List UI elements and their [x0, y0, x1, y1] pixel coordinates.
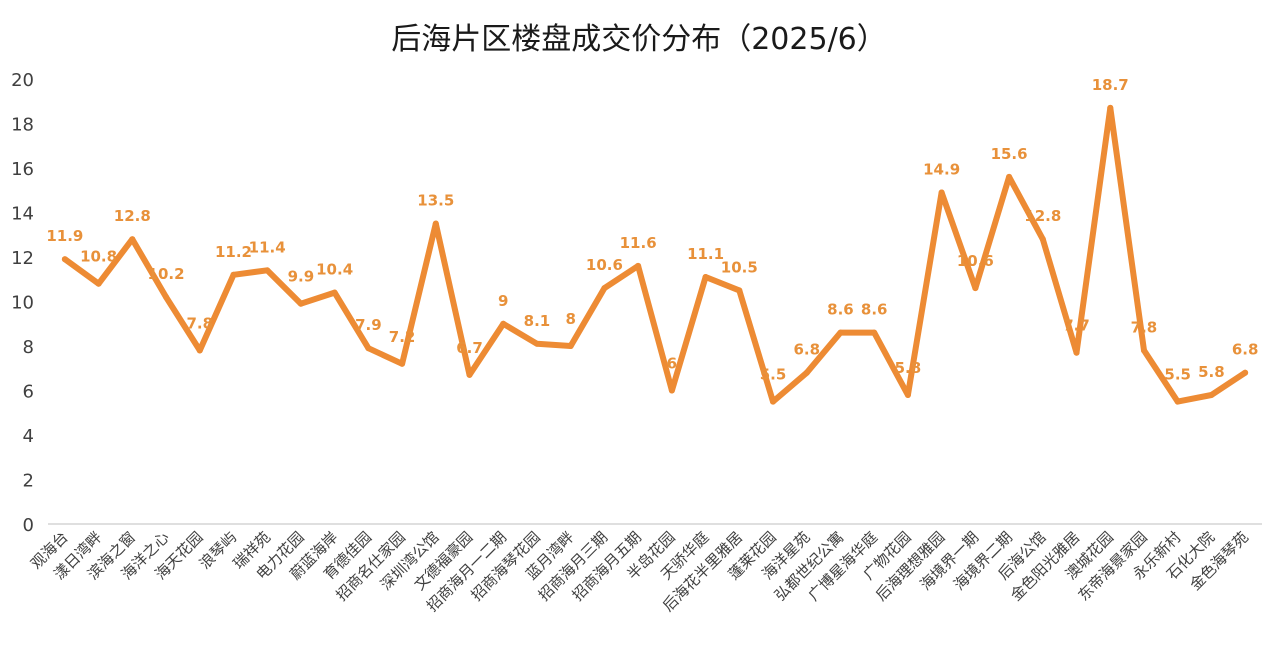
data-point: [466, 371, 473, 378]
data-label: 13.5: [417, 192, 454, 210]
data-label: 10.5: [721, 258, 758, 276]
data-point: [1174, 398, 1181, 405]
data-label: 7.9: [355, 316, 382, 334]
data-point: [736, 287, 743, 294]
data-point: [1140, 347, 1147, 354]
data-label: 8.6: [827, 301, 854, 319]
data-point: [1242, 369, 1249, 376]
data-point: [837, 329, 844, 336]
data-label: 11.4: [249, 238, 286, 256]
data-label: 7.8: [186, 314, 213, 332]
data-point: [196, 347, 203, 354]
y-tick-label: 2: [23, 471, 34, 492]
data-point: [399, 360, 406, 367]
data-label: 15.6: [991, 145, 1028, 163]
data-label: 7.8: [1131, 318, 1158, 336]
data-point: [500, 320, 507, 327]
data-point: [297, 300, 304, 307]
data-label: 6.8: [793, 341, 820, 359]
data-label: 18.7: [1092, 76, 1129, 94]
data-point: [567, 343, 574, 349]
data-point: [365, 345, 372, 352]
data-label: 9: [498, 292, 508, 310]
data-label: 10.8: [80, 248, 117, 266]
data-point: [668, 387, 675, 394]
data-point: [1073, 349, 1080, 356]
data-label: 8: [565, 310, 575, 328]
data-point: [702, 274, 709, 281]
data-point: [533, 340, 540, 347]
data-label: 10.6: [957, 252, 994, 270]
data-point: [1208, 391, 1215, 398]
data-point: [230, 271, 237, 278]
data-point: [331, 289, 338, 296]
y-tick-label: 4: [23, 426, 34, 447]
chart-title: 后海片区楼盘成交价分布（2025/6）: [391, 22, 887, 57]
data-point: [601, 285, 608, 292]
data-point: [1006, 173, 1013, 180]
data-label: 7.7: [1063, 317, 1090, 335]
data-label: 11.2: [215, 243, 252, 261]
data-point: [871, 329, 878, 336]
data-label: 11.1: [687, 245, 724, 263]
data-label: 9.9: [288, 268, 315, 286]
y-tick-label: 14: [11, 204, 34, 225]
data-label: 7.2: [389, 328, 416, 346]
data-label: 10.4: [316, 261, 353, 279]
data-point: [904, 391, 911, 398]
data-label: 11.9: [46, 227, 83, 245]
data-label: 12.8: [114, 207, 151, 225]
y-tick-label: 16: [11, 159, 34, 180]
data-point: [803, 369, 810, 376]
data-label: 5.8: [895, 359, 922, 377]
data-label: 11.6: [620, 234, 657, 252]
y-tick-label: 8: [23, 337, 34, 358]
data-label: 8.6: [861, 301, 888, 319]
data-label: 10.6: [586, 256, 623, 274]
y-tick-label: 18: [11, 115, 34, 136]
data-point: [61, 256, 68, 263]
data-label: 6.8: [1232, 341, 1259, 359]
y-tick-label: 20: [11, 70, 34, 91]
x-tick-label: 浪琴屿: [196, 528, 241, 573]
data-point: [163, 294, 170, 301]
y-tick-label: 12: [11, 248, 34, 269]
data-label: 14.9: [923, 160, 960, 178]
data-label: 8.1: [524, 312, 551, 330]
data-label: 6.7: [456, 339, 483, 357]
data-label: 12.8: [1024, 207, 1061, 225]
data-label: 5.8: [1198, 363, 1225, 381]
data-point: [770, 398, 777, 405]
data-point: [635, 262, 642, 269]
y-tick-label: 10: [11, 293, 34, 314]
data-point: [95, 280, 102, 287]
data-label: 5.5: [1164, 366, 1191, 384]
data-point: [129, 236, 136, 243]
y-tick-label: 6: [23, 382, 34, 403]
data-label: 10.2: [148, 265, 185, 283]
data-point: [972, 285, 979, 292]
data-point: [432, 220, 439, 227]
data-label: 5.5: [760, 366, 787, 384]
data-point: [1039, 236, 1046, 243]
data-point: [264, 267, 271, 274]
y-tick-label: 0: [23, 515, 34, 536]
data-point: [938, 189, 945, 196]
data-label: 6: [667, 355, 677, 373]
series-line: [61, 104, 1249, 405]
data-point: [1107, 104, 1114, 111]
